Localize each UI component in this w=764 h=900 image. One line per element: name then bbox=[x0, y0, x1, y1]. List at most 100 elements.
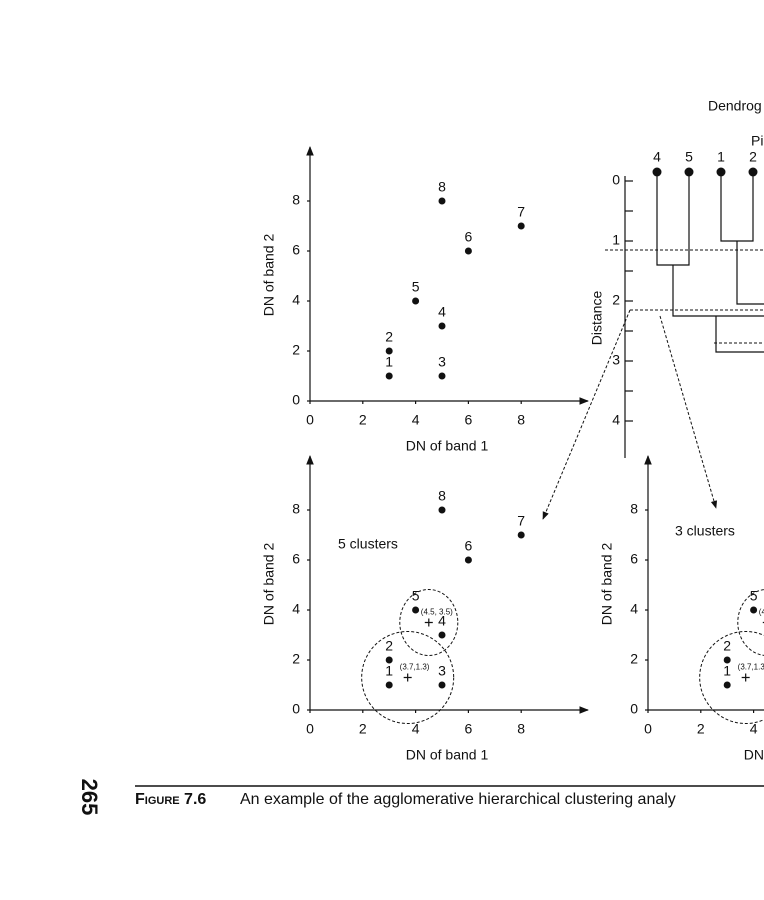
y-tick-label: 6 bbox=[292, 242, 300, 258]
annotation: 3 clusters bbox=[675, 523, 735, 539]
point bbox=[438, 372, 446, 380]
point bbox=[723, 656, 731, 664]
point-label: 1 bbox=[385, 354, 393, 370]
arrow bbox=[659, 315, 718, 509]
cluster-center-label: (3.7,1.3) bbox=[738, 663, 764, 672]
point-label: 1 bbox=[723, 663, 731, 679]
x-tick-label: 0 bbox=[306, 721, 314, 737]
x-tick-label: 4 bbox=[412, 721, 420, 737]
point-label: 8 bbox=[438, 179, 446, 195]
y-tick-label: 1 bbox=[612, 232, 620, 248]
y-tick-label: 3 bbox=[612, 352, 620, 368]
point bbox=[438, 631, 446, 639]
point-label: 5 bbox=[412, 279, 420, 295]
x-axis-label: DN of band 1 bbox=[406, 747, 489, 763]
x-axis-label: DN of band 1 bbox=[406, 438, 489, 454]
y-tick-label: 6 bbox=[292, 551, 300, 567]
point bbox=[438, 197, 446, 205]
x-tick-label: 0 bbox=[644, 721, 652, 737]
leaf-label: 5 bbox=[685, 149, 693, 165]
cluster-center-label: (4.5, 3.5) bbox=[421, 608, 453, 617]
y-tick-label: 0 bbox=[292, 392, 300, 408]
caption-text: An example of the agglomerative hierarch… bbox=[240, 791, 676, 808]
cluster-center bbox=[424, 618, 433, 627]
point-label: 3 bbox=[438, 354, 446, 370]
x-tick-label: 8 bbox=[517, 721, 525, 737]
point-label: 5 bbox=[412, 588, 420, 604]
y-tick-label: 0 bbox=[630, 701, 638, 717]
y-tick-label: 4 bbox=[292, 292, 300, 308]
x-tick-label: 6 bbox=[465, 412, 473, 428]
y-axis-label: DN of band 2 bbox=[261, 234, 277, 317]
arrow bbox=[542, 309, 631, 520]
cluster-center bbox=[403, 673, 412, 682]
leaf-label: 1 bbox=[717, 149, 725, 165]
cluster-center bbox=[741, 673, 750, 682]
y-axis-label: DN of band 2 bbox=[261, 543, 277, 626]
cluster-circle bbox=[737, 589, 764, 656]
point bbox=[438, 506, 446, 514]
x-tick-label: 6 bbox=[465, 721, 473, 737]
merge-link bbox=[656, 172, 690, 266]
point bbox=[385, 681, 393, 689]
dendrogram-title: Dendrog bbox=[708, 98, 762, 114]
point bbox=[412, 606, 420, 614]
merge-link bbox=[720, 172, 754, 242]
dendrogram-axis-label: Distance bbox=[589, 291, 605, 346]
x-tick-label: 2 bbox=[359, 721, 367, 737]
y-tick-label: 0 bbox=[292, 701, 300, 717]
y-tick-label: 8 bbox=[292, 192, 300, 208]
point-label: 8 bbox=[438, 488, 446, 504]
x-tick-label: 0 bbox=[306, 412, 314, 428]
y-tick-label: 2 bbox=[630, 651, 638, 667]
caption-label: Figure 7.6 bbox=[135, 791, 206, 808]
y-tick-label: 4 bbox=[292, 601, 300, 617]
point bbox=[464, 556, 472, 564]
point bbox=[517, 531, 525, 539]
point bbox=[723, 681, 731, 689]
cluster-center-label: (3.7,1.3) bbox=[400, 663, 430, 672]
point bbox=[438, 322, 446, 330]
leaf-label: 4 bbox=[653, 149, 661, 165]
cluster-center-label: (4.5, 3.5) bbox=[759, 608, 764, 617]
point bbox=[385, 656, 393, 664]
annotation: 5 clusters bbox=[338, 536, 398, 552]
y-tick-label: 2 bbox=[292, 342, 300, 358]
merge-link bbox=[715, 316, 764, 353]
y-tick-label: 2 bbox=[292, 651, 300, 667]
point bbox=[385, 347, 393, 355]
point-label: 3 bbox=[438, 663, 446, 679]
y-axis-label: DN of band 2 bbox=[599, 543, 615, 626]
y-tick-label: 6 bbox=[630, 551, 638, 567]
x-tick-label: 2 bbox=[359, 412, 367, 428]
merge-link bbox=[672, 265, 764, 317]
point-label: 6 bbox=[465, 229, 473, 245]
point-label: 4 bbox=[438, 613, 446, 629]
point bbox=[464, 247, 472, 255]
x-axis-label: DN of band 1 bbox=[744, 747, 764, 763]
point-label: 2 bbox=[385, 329, 393, 345]
y-tick-label: 0 bbox=[612, 172, 620, 188]
point-label: 5 bbox=[750, 588, 758, 604]
point bbox=[385, 372, 393, 380]
cluster-circle bbox=[399, 589, 459, 656]
x-tick-label: 2 bbox=[697, 721, 705, 737]
x-tick-label: 4 bbox=[750, 721, 758, 737]
page-number: 265 bbox=[77, 779, 102, 816]
point-label: 7 bbox=[517, 513, 525, 529]
point-label: 4 bbox=[438, 304, 446, 320]
point-label: 6 bbox=[465, 538, 473, 554]
point bbox=[517, 222, 525, 230]
merge-link bbox=[736, 241, 764, 305]
point-label: 2 bbox=[723, 638, 731, 654]
y-tick-label: 4 bbox=[612, 412, 620, 428]
y-tick-label: 2 bbox=[612, 292, 620, 308]
leaf-label: 2 bbox=[749, 149, 757, 165]
point bbox=[750, 606, 758, 614]
y-tick-label: 4 bbox=[630, 601, 638, 617]
y-tick-label: 8 bbox=[292, 501, 300, 517]
point-label: 1 bbox=[385, 663, 393, 679]
dendrogram-subtitle: Pi bbox=[751, 133, 763, 149]
